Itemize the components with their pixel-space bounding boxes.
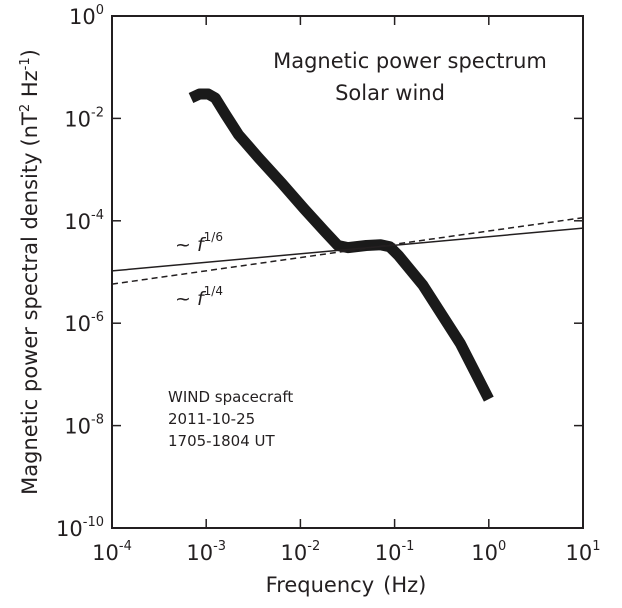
fit-label-one-sixth: ~ f1/6 [175, 230, 223, 256]
tick-base: 10 [64, 107, 91, 131]
axis-tick-labels: 10-4 10-3 10-2 10-1 100 10110-1010-810-610-41… [56, 3, 600, 565]
spectrum-line [188, 88, 494, 402]
y-tick-label: 10-6 [64, 310, 104, 336]
fit-line-one-sixth [111, 227, 584, 272]
y-axis-unit-sup1: 2 [18, 104, 33, 112]
tick-base: 10 [64, 312, 91, 336]
x-tick-label: 10-2 [281, 539, 321, 565]
tick-base: 10 [281, 541, 308, 565]
tick-exponent: -3 [213, 539, 226, 554]
tick-base: 10 [64, 210, 91, 234]
tick-exponent: 1 [592, 539, 600, 554]
fit-label-exp: 1/6 [204, 230, 223, 244]
x-tick-label: 10-1 [375, 539, 415, 565]
y-axis-unit-open: (nT [18, 112, 42, 147]
tick-exponent: 0 [498, 539, 506, 554]
tick-exponent: -6 [91, 310, 104, 325]
y-axis-unit-close: ) [18, 49, 42, 57]
chart-title-line-2: Solar wind [335, 81, 445, 105]
series-layer [111, 88, 584, 402]
fit-label-one-quarter: ~ f1/4 [175, 284, 223, 310]
y-axis-title-text: Magnetic power spectral density [18, 152, 42, 494]
tick-exponent: -2 [307, 539, 320, 554]
y-tick-label: 10-4 [64, 208, 104, 234]
info-spacecraft: WIND spacecraft [168, 388, 293, 406]
x-tick-label: 10-4 [92, 539, 132, 565]
tick-base: 10 [375, 541, 402, 565]
tick-exponent: -8 [91, 413, 104, 428]
info-time: 1705-1804 UT [168, 432, 276, 450]
tick-base: 10 [56, 517, 83, 541]
tick-base: 10 [186, 541, 213, 565]
tick-base: 10 [69, 5, 96, 29]
tick-exponent: -2 [91, 105, 104, 120]
y-axis-unit-mid: Hz [18, 70, 42, 104]
x-axis-title-text: Frequency [266, 573, 375, 597]
tick-base: 10 [92, 541, 119, 565]
y-axis-title: Magnetic power spectral density (nT2 Hz-1… [18, 49, 42, 495]
fit-label-var: f [197, 234, 207, 256]
x-axis-title: Frequency (Hz) [266, 573, 427, 597]
tick-exponent: 0 [96, 3, 104, 18]
info-date: 2011-10-25 [168, 410, 255, 428]
tick-base: 10 [471, 541, 498, 565]
x-tick-label: 100 [471, 539, 506, 565]
y-tick-label: 10-8 [64, 413, 104, 439]
plot-frame [111, 15, 584, 529]
y-tick-label: 10-10 [56, 515, 104, 541]
fit-label-var: f [197, 288, 207, 310]
tick-exponent: -1 [401, 539, 414, 554]
x-axis-title-unit: (Hz) [383, 573, 426, 597]
tick-exponent: -10 [83, 515, 104, 530]
tick-exponent: -4 [91, 208, 104, 223]
fit-label-prefix: ~ [175, 234, 197, 256]
y-tick-label: 100 [69, 3, 104, 29]
fit-label-exp: 1/4 [204, 284, 223, 298]
fit-label-prefix: ~ [175, 288, 197, 310]
y-axis-unit-sup2: -1 [18, 57, 33, 70]
axis-ticks [111, 15, 584, 529]
tick-base: 10 [565, 541, 592, 565]
chart-title-line-1: Magnetic power spectrum [273, 49, 547, 73]
x-tick-label: 101 [565, 539, 600, 565]
tick-exponent: -4 [119, 539, 132, 554]
tick-base: 10 [64, 415, 91, 439]
y-tick-label: 10-2 [64, 105, 104, 131]
x-tick-label: 10-3 [186, 539, 226, 565]
